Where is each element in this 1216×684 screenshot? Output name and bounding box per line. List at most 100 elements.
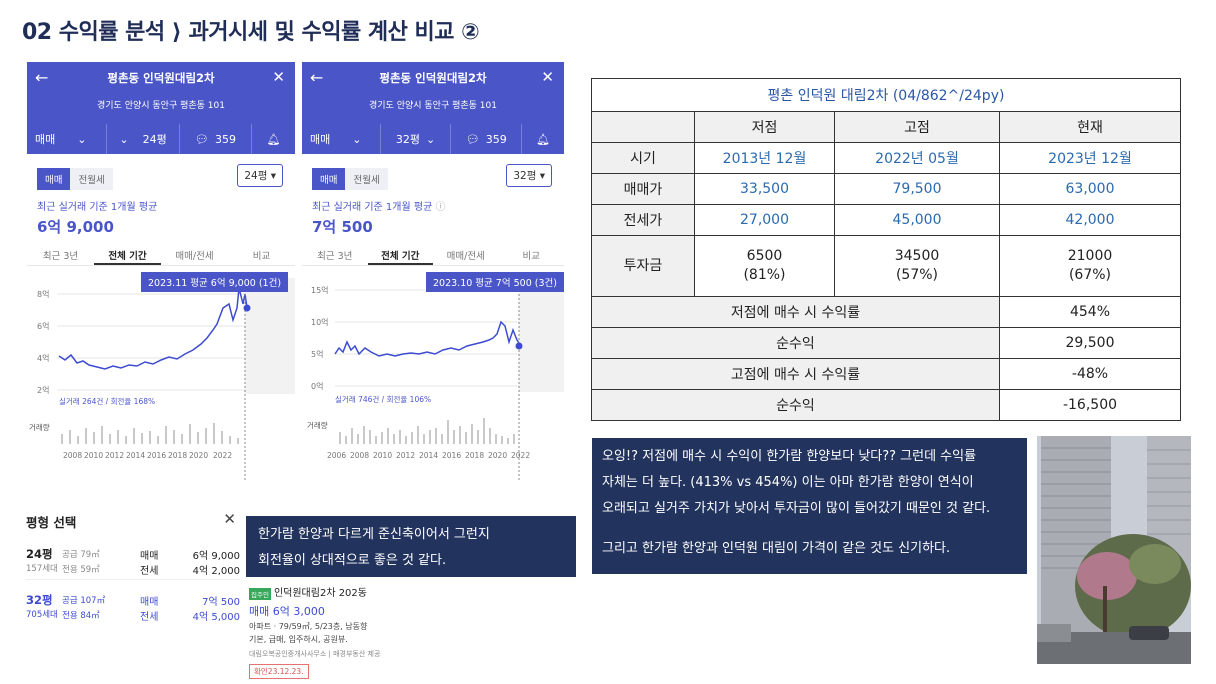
trade-type-dropdown[interactable]: 매매 ⌄ xyxy=(302,124,381,154)
size-select-value: 24평 xyxy=(244,170,268,182)
tab-sale-rent[interactable]: 매매/전세 xyxy=(175,251,214,262)
investment-amount: 6500 xyxy=(746,248,783,264)
x-tick: 2006 xyxy=(327,451,346,460)
table-title-row: 평촌 인덕원 대림2차 (04/862^/24py) xyxy=(591,78,1181,112)
investment-amount: 34500 xyxy=(894,248,940,264)
size-selection-panel: 평형 선택 ✕ 24평 157세대 공급 79㎡ 전용 59㎡ 매매 전세 6억… xyxy=(26,510,240,623)
chevron-down-icon: ⌄ xyxy=(119,132,129,146)
segment-rent[interactable]: 전월세 xyxy=(70,168,113,190)
tab-sale-rent[interactable]: 매매/전세 xyxy=(446,251,485,262)
x-tick: 2014 xyxy=(126,451,145,460)
size-selection-title: 평형 선택 xyxy=(26,515,77,530)
table-title: 평촌 인덕원 대림2차 (04/862^/24py) xyxy=(591,78,1181,112)
tab-recent-3y[interactable]: 최근 3년 xyxy=(317,251,353,262)
chart-tooltip: 2023.11 평균 6억 9,000 (1건) xyxy=(141,272,289,292)
phone-body: 매매 전월세 32평 ▾ 최근 실거래 기준 1개월 평균 ⓘ 7억 500 최… xyxy=(302,154,564,492)
table-row: 투자금 6500 (81%) 34500 (57%) 21000 (67%) xyxy=(591,235,1181,297)
listing-tags: 기본, 급매, 입주하시, 공원뷰. xyxy=(249,634,348,644)
comments-button[interactable]: 💬︎ 359 xyxy=(451,124,523,154)
tab-all-period[interactable]: 전체 기간 xyxy=(367,244,433,265)
tab-recent-3y[interactable]: 최근 3년 xyxy=(42,251,79,262)
caret-down-icon: ▾ xyxy=(539,170,545,182)
header-high: 고점 xyxy=(834,111,1000,143)
x-tick: 2012 xyxy=(396,451,415,460)
volume-bars xyxy=(339,418,515,444)
price-chart[interactable]: 15억 10억 5억 0억 실거래 746건 / 회전율 106% 거래량 20… xyxy=(302,268,564,482)
listing-agent: 대림오복공인중개사사무소 | 매경부동산 제공 xyxy=(249,649,381,658)
sale-label: 매매 xyxy=(140,597,159,608)
volume-label: 거래량 xyxy=(29,423,50,432)
size-dropdown[interactable]: ⌄ 24평 xyxy=(107,124,180,154)
future-shade xyxy=(519,278,564,392)
y-tick: 0억 xyxy=(311,381,323,391)
listing-card[interactable]: 집주인 인덕원대림2차 202동 매매 6억 3,000 아파트 · 79/59㎡… xyxy=(249,584,509,679)
trade-type-label: 매매 xyxy=(310,133,331,146)
comment-box-turnover: 한가람 한양과 다르게 준신축이어서 그런지 회전율이 상대적으로 좋은 것 같… xyxy=(246,516,576,577)
jeonse-price: 4억 2,000 xyxy=(192,566,240,577)
price-chart[interactable]: 8억 6억 4억 2억 실거래 264건 / 회전율 168% 거래량 2008… xyxy=(27,268,295,482)
supply-area: 공급 79㎡ xyxy=(62,550,100,560)
tab-all-period[interactable]: 전체 기간 xyxy=(94,244,161,265)
summary-row: 순수익 29,500 xyxy=(591,327,1181,359)
close-icon[interactable]: ✕ xyxy=(541,68,554,86)
x-tick: 2018 xyxy=(465,451,484,460)
average-value: 6억 9,000 xyxy=(37,218,114,236)
notification-button[interactable]: 🔔︎ xyxy=(252,124,295,154)
size-dropdown[interactable]: 32평 ⌄ xyxy=(381,124,452,154)
supply-area: 공급 107㎡ xyxy=(62,596,106,606)
cell-value: 34500 (57%) xyxy=(834,235,1000,297)
size-select[interactable]: 24평 ▾ xyxy=(237,164,283,187)
segment-sale[interactable]: 매매 xyxy=(312,168,346,190)
header-low: 저점 xyxy=(694,111,835,143)
y-tick: 15억 xyxy=(311,285,329,295)
row-label: 전세가 xyxy=(591,204,695,236)
sale-price: 6억 9,000 xyxy=(192,551,240,562)
size-select[interactable]: 32평 ▾ xyxy=(506,164,552,187)
size-name: 24평 xyxy=(26,547,53,561)
size-name: 32평 xyxy=(26,593,53,607)
summary-row: 순수익 -16,500 xyxy=(591,389,1181,421)
summary-label: 저점에 매수 시 수익률 xyxy=(591,296,1000,328)
segment-sale[interactable]: 매매 xyxy=(37,168,71,190)
info-icon[interactable]: ⓘ xyxy=(435,202,446,213)
parked-car xyxy=(1129,626,1169,640)
current-point xyxy=(243,304,251,312)
tab-compare[interactable]: 비교 xyxy=(252,251,271,262)
trade-type-dropdown[interactable]: 매매 ⌄ xyxy=(27,124,108,154)
slide-title: 02 수익률 분석 ⟩ 과거시세 및 수익률 계산 비교 ② xyxy=(22,20,480,45)
notification-button[interactable]: 🔔︎ xyxy=(522,124,564,154)
average-value: 7억 500 xyxy=(312,218,373,236)
listing-title-row: 집주인 인덕원대림2차 202동 xyxy=(249,584,509,600)
jeonse-label: 전세 xyxy=(140,566,159,577)
period-tabs: 최근 3년 전체 기간 매매/전세 비교 xyxy=(27,244,295,266)
cell-value: 2022년 05월 xyxy=(834,142,1000,174)
summary-value: 454% xyxy=(999,296,1181,328)
bell-icon: 🔔︎ xyxy=(266,132,281,146)
investment-ratio: (81%) xyxy=(743,267,786,283)
tree-foliage xyxy=(1129,544,1181,584)
close-icon[interactable]: ✕ xyxy=(272,68,285,86)
chevron-down-icon: ⌄ xyxy=(352,132,362,146)
investment-amount: 21000 xyxy=(1067,248,1113,264)
future-shade xyxy=(245,278,295,394)
x-tick: 2010 xyxy=(84,451,103,460)
phone-header: ← 평촌동 인덕원대림2차 ✕ 경기도 안양시 동안구 평촌동 101 매매 ⌄ … xyxy=(27,62,295,154)
cell-value: 42,000 xyxy=(999,204,1181,236)
caret-down-icon: ▾ xyxy=(270,170,276,182)
size-option-32py[interactable]: 32평 705세대 공급 107㎡ 전용 84㎡ 매매 전세 7억 500 4억… xyxy=(26,592,240,626)
comment-box-analysis: 오잉!? 저점에 매수 시 수익이 한가람 한양보다 낮다?? 그런데 수익률 … xyxy=(592,438,1027,574)
x-tick: 2010 xyxy=(373,451,392,460)
comments-button[interactable]: 💬︎ 359 xyxy=(180,124,253,154)
segment-rent[interactable]: 전월세 xyxy=(345,168,388,190)
tab-compare[interactable]: 비교 xyxy=(522,251,540,262)
table-row: 전세가 27,000 45,000 42,000 xyxy=(591,204,1181,236)
x-tick: 2008 xyxy=(350,451,369,460)
back-arrow-icon[interactable]: ← xyxy=(310,68,324,87)
back-arrow-icon[interactable]: ← xyxy=(35,68,49,87)
x-tick: 2018 xyxy=(168,451,187,460)
size-option-24py[interactable]: 24평 157세대 공급 79㎡ 전용 59㎡ 매매 전세 6억 9,000 4… xyxy=(26,546,240,580)
close-icon[interactable]: ✕ xyxy=(223,510,236,528)
x-tick: 2020 xyxy=(488,451,507,460)
x-tick: 2016 xyxy=(147,451,166,460)
y-tick: 4억 xyxy=(37,353,49,363)
